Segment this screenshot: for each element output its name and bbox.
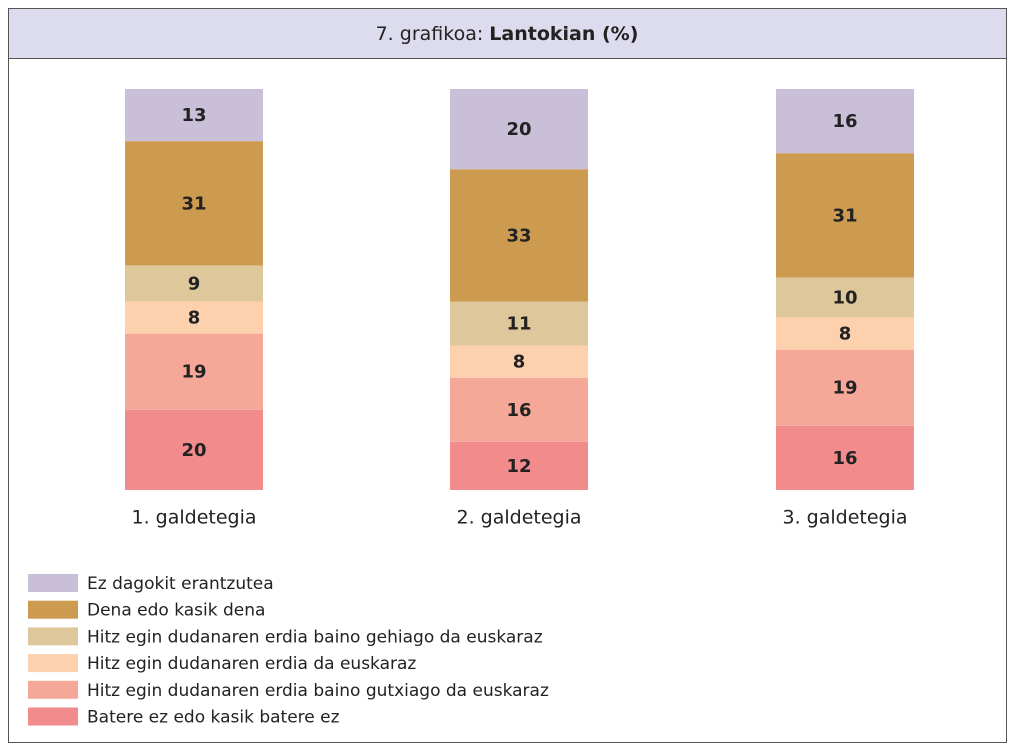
legend-swatch — [28, 654, 78, 673]
legend-label: Hitz egin dudanaren erdia baino gehiago … — [87, 627, 543, 647]
bar-segment — [776, 349, 914, 426]
value-label: 20 — [181, 440, 206, 461]
bar-segment — [450, 169, 588, 302]
bar-segment — [450, 345, 588, 378]
title-prefix: 7. grafikoa: — [376, 23, 484, 45]
bar-segment — [450, 89, 588, 170]
value-label: 8 — [513, 352, 526, 373]
legend-label: Ez dagokit erantzutea — [87, 574, 274, 594]
value-label: 9 — [188, 273, 201, 294]
title-main: Lantokian (%) — [489, 23, 638, 45]
value-label: 31 — [832, 205, 857, 226]
legend-swatch — [28, 627, 78, 646]
value-label: 16 — [832, 111, 857, 132]
legend-swatch — [28, 680, 78, 699]
value-label: 12 — [506, 456, 531, 477]
x-tick-label: 3. galdetegia — [782, 507, 907, 529]
bar-segment — [125, 141, 263, 266]
value-label: 8 — [188, 308, 201, 329]
bar-segment — [450, 441, 588, 490]
legend-swatch — [28, 707, 78, 726]
bar-segment — [450, 301, 588, 346]
legend-label: Hitz egin dudanaren erdia baino gutxiago… — [87, 681, 549, 701]
title-band — [8, 8, 1007, 59]
bar-segment — [125, 333, 263, 410]
bar-segment — [450, 377, 588, 442]
value-label: 31 — [181, 193, 206, 214]
chart-title: 7. grafikoa: Lantokian (%) — [376, 23, 639, 45]
legend-label: Hitz egin dudanaren erdia da euskaraz — [87, 654, 416, 674]
value-label: 19 — [181, 362, 206, 383]
value-label: 20 — [506, 119, 531, 140]
bar-segment — [776, 89, 914, 154]
value-label: 16 — [832, 448, 857, 469]
legend-swatch — [28, 574, 78, 592]
bar-segment — [776, 317, 914, 350]
bar-segment — [776, 425, 914, 490]
value-label: 33 — [506, 225, 531, 246]
legend-label: Dena edo kasik dena — [87, 601, 265, 621]
value-label: 8 — [839, 324, 852, 345]
legend-label: Batere ez edo kasik batere ez — [87, 708, 340, 728]
value-label: 13 — [181, 105, 206, 126]
bar-segment — [125, 409, 263, 490]
value-label: 19 — [832, 378, 857, 399]
x-tick-label: 2. galdetegia — [456, 507, 581, 529]
value-label: 10 — [832, 288, 857, 309]
bar-segment — [125, 89, 263, 142]
bar-segment — [776, 277, 914, 318]
value-label: 16 — [506, 400, 531, 421]
bar-segment — [776, 153, 914, 278]
value-label: 11 — [506, 314, 531, 335]
x-tick-label: 1. galdetegia — [131, 507, 256, 529]
bar-segment — [125, 301, 263, 334]
legend-swatch — [28, 600, 78, 619]
bar-segment — [125, 265, 263, 302]
